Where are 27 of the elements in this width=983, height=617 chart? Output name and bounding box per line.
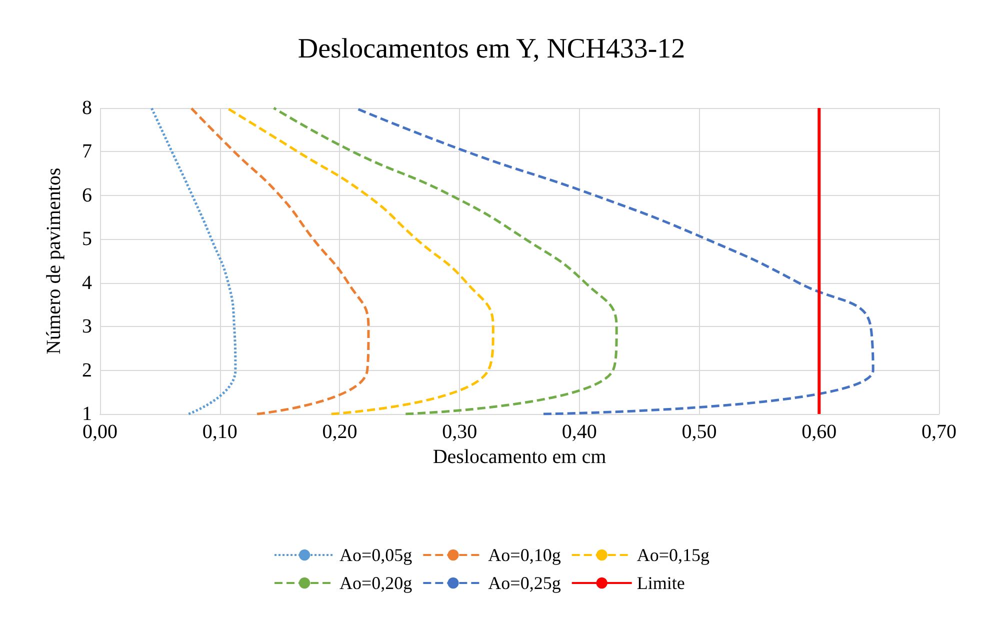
x-tick-label: 0,20: [322, 421, 358, 443]
x-tick-label: 0,30: [442, 421, 478, 443]
legend-label: Ao=0,10g: [488, 545, 561, 565]
x-tick-label: 0,10: [202, 421, 238, 443]
line-series: [272, 106, 618, 416]
legend-label: Ao=0,05g: [340, 545, 412, 565]
x-tick-label: 0,60: [802, 421, 837, 443]
legend-label: Ao=0,25g: [488, 573, 561, 593]
y-tick-label: 5: [82, 228, 92, 250]
line-series: [226, 106, 494, 416]
y-tick-label: 7: [82, 140, 92, 163]
line-series: [190, 106, 370, 416]
legend-label: Limite: [636, 573, 685, 593]
y-tick-label: 6: [82, 184, 92, 206]
y-axis-title: Número de pavimentos: [43, 167, 65, 354]
legend-label: Ao=0,15g: [636, 545, 710, 565]
y-tick-label: 2: [82, 359, 92, 382]
x-axis-title: Deslocamento em cm: [432, 446, 607, 468]
x-tick-label: 0,50: [682, 421, 717, 443]
legend-label: Ao=0,20g: [340, 573, 412, 593]
x-tick-label: 0,70: [922, 421, 956, 443]
line-series: [150, 106, 237, 416]
y-tick-label: 4: [82, 272, 92, 294]
y-tick-label: 3: [82, 316, 92, 338]
chart-title: Deslocamentos em Y, NCH433-12: [298, 34, 686, 64]
y-tick-label: 8: [82, 97, 92, 119]
x-tick-label: 0,40: [562, 421, 597, 443]
